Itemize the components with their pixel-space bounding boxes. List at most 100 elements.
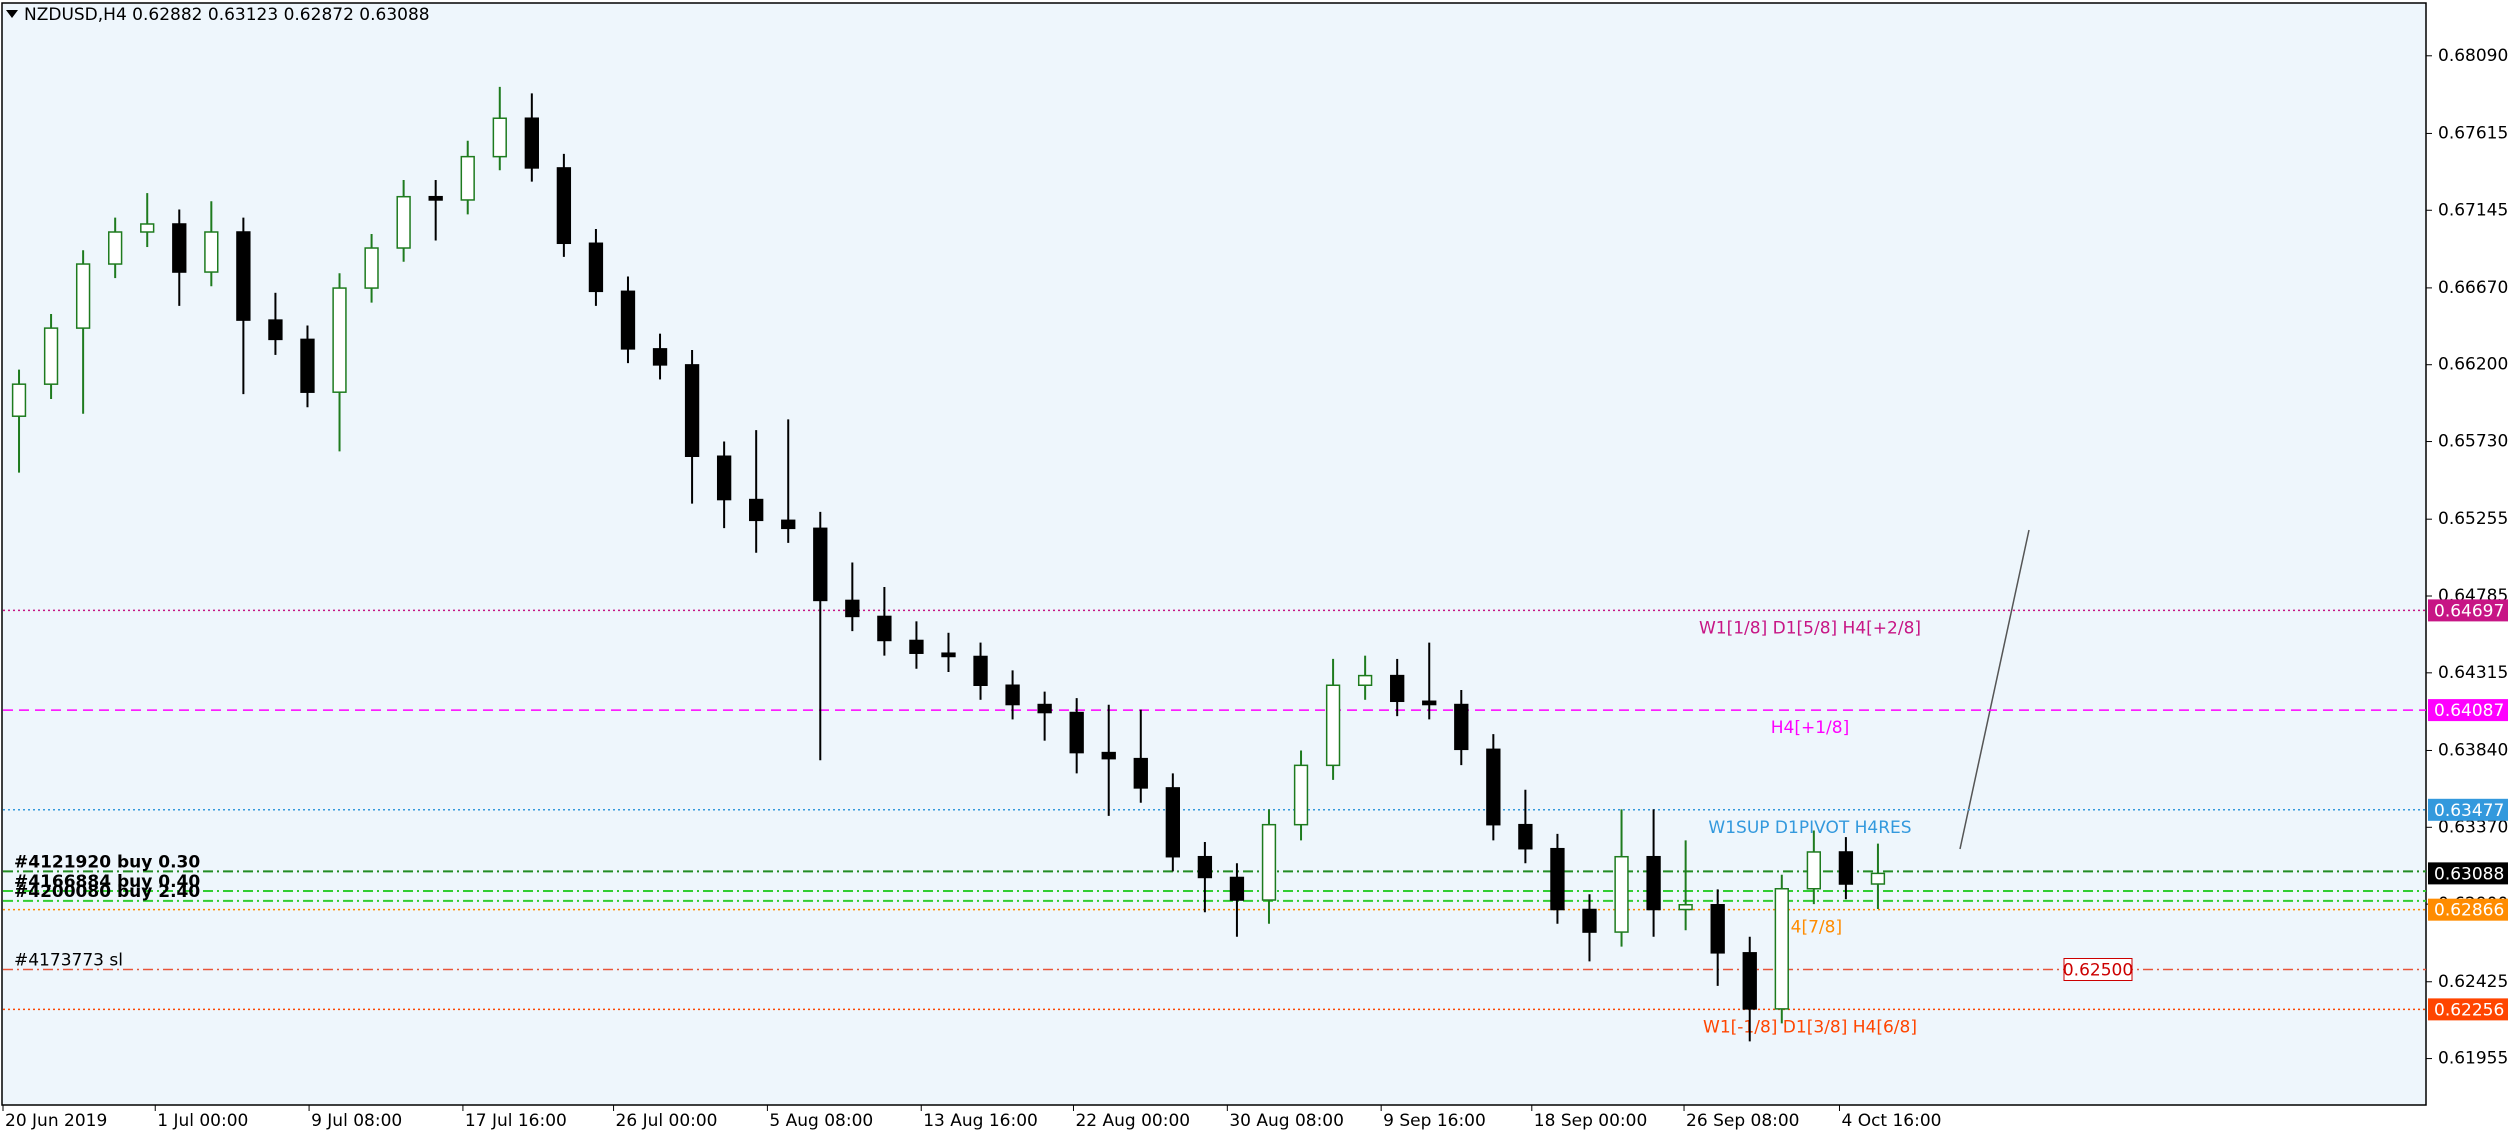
- y-tick-label: 0.66200: [2438, 355, 2508, 375]
- candle-body: [781, 519, 796, 530]
- y-tick-label: 0.63370: [2438, 817, 2508, 837]
- candle-body: [43, 327, 59, 385]
- level-label: W1SUP D1PIVOT H4RES: [1708, 818, 1911, 838]
- x-tick-label: 1 Jul 00:00: [157, 1111, 248, 1131]
- candle-body: [1261, 823, 1277, 901]
- candle-body: [749, 498, 764, 522]
- menu-triangle[interactable]: [6, 10, 18, 18]
- candle-body: [1646, 855, 1661, 911]
- candle-body: [108, 231, 123, 265]
- level-price-tag-bg: [2428, 998, 2508, 1021]
- candle-body: [813, 527, 828, 602]
- level-price-tag: 0.62256: [2434, 1000, 2504, 1020]
- level-price-tag: 0.63477: [2434, 801, 2504, 821]
- y-tick-label: 0.65255: [2438, 509, 2508, 529]
- candle-body: [1678, 904, 1693, 911]
- plot-area: [1, 2, 2427, 1106]
- candle-body: [1390, 674, 1405, 703]
- candle-body: [556, 167, 572, 245]
- candle-body: [364, 247, 379, 289]
- candle-body: [428, 195, 443, 201]
- x-tick-label: 9 Sep 16:00: [1383, 1111, 1486, 1131]
- level-price-tag: 0.62866: [2434, 901, 2504, 921]
- candle-body: [1325, 684, 1341, 767]
- level-label: W1[-1/8] D1[3/8] H4[6/8]: [1703, 1017, 1917, 1037]
- candle-body: [1742, 952, 1757, 1010]
- candle-body: [236, 231, 251, 321]
- trend-line[interactable]: [1959, 529, 2030, 850]
- candle-body: [1486, 748, 1501, 826]
- candle-body: [1838, 851, 1854, 885]
- y-tick-label: 0.64315: [2438, 663, 2508, 683]
- candle-body: [1037, 703, 1052, 714]
- chart-title: NZDUSD,H4 0.62882 0.63123 0.62872 0.6308…: [24, 5, 430, 25]
- y-tick-label: 0.67615: [2438, 123, 2508, 143]
- candle-body: [1197, 855, 1213, 879]
- candle-body: [1422, 700, 1437, 706]
- candle-body: [1518, 823, 1533, 850]
- x-tick-label: 30 Aug 08:00: [1229, 1111, 1344, 1131]
- level-label: H4[+1/8]: [1771, 718, 1849, 738]
- candle-body: [1774, 888, 1789, 1010]
- candle-body: [11, 383, 27, 417]
- x-tick-label: 9 Jul 08:00: [311, 1111, 402, 1131]
- level-price-tag-bg: [2428, 599, 2508, 622]
- candle-body: [1614, 855, 1629, 933]
- candle-body: [1101, 751, 1116, 760]
- level-price-tag-bg: [2428, 798, 2508, 821]
- y-tick-label: 0.61955: [2438, 1049, 2508, 1069]
- level-label: W1[1/8] D1[5/8] H4[+2/8]: [1699, 618, 1921, 638]
- level-price-tag-bg: [2428, 699, 2508, 722]
- x-tick-label: 26 Sep 08:00: [1686, 1111, 1799, 1131]
- candle-body: [1454, 703, 1469, 751]
- candle-body: [492, 117, 507, 158]
- candle-body: [140, 223, 155, 233]
- candle-body: [1550, 847, 1565, 911]
- candle-body: [909, 639, 924, 654]
- candle-body: [1133, 757, 1148, 789]
- x-tick-label: 26 Jul 00:00: [616, 1111, 718, 1131]
- order-label: #4200080 buy 2.40: [14, 882, 200, 902]
- candle-body: [620, 290, 636, 350]
- y-tick-label: 0.67145: [2438, 200, 2508, 220]
- stop-label: #4173773 sl: [14, 950, 123, 970]
- x-tick-label: 18 Sep 00:00: [1534, 1111, 1647, 1131]
- current-price-tag: 0.63088: [2434, 864, 2504, 884]
- candle-body: [973, 655, 988, 687]
- candle-body: [1806, 851, 1822, 890]
- candle-body: [716, 455, 732, 501]
- candle-body: [204, 231, 219, 273]
- order-label: #4121920 buy 0.30: [14, 852, 200, 872]
- level-price-tag-bg: [2428, 898, 2508, 921]
- candle-body: [1229, 876, 1245, 901]
- stop-box: [2063, 957, 2133, 981]
- candle-body: [588, 242, 604, 293]
- y-tick-label: 0.68090: [2438, 46, 2508, 66]
- x-tick-label: 5 Aug 08:00: [769, 1111, 873, 1131]
- candle-body: [268, 319, 283, 341]
- candle-body: [1870, 872, 1886, 885]
- y-tick-label: 0.65730: [2438, 432, 2508, 452]
- x-tick-label: 17 Jul 16:00: [465, 1111, 567, 1131]
- level-price-tag: 0.64697: [2434, 601, 2504, 621]
- x-tick-label: 4 Oct 16:00: [1841, 1111, 1941, 1131]
- candle-body: [1005, 684, 1020, 706]
- candle-body: [941, 652, 956, 658]
- candle-body: [845, 599, 860, 618]
- x-tick-label: 20 Jun 2019: [5, 1111, 107, 1131]
- candle-body: [877, 615, 892, 642]
- level-label: H4[7/8]: [1778, 918, 1842, 938]
- candle-body: [172, 223, 187, 273]
- candle-body: [524, 117, 539, 169]
- order-label: #4166884 buy 0.40: [14, 872, 200, 892]
- candle-body: [1710, 904, 1725, 954]
- candle-body: [1293, 764, 1309, 826]
- candle-body: [75, 263, 91, 329]
- x-tick-label: 22 Aug 00:00: [1075, 1111, 1190, 1131]
- candle-body: [332, 287, 347, 393]
- candle-body: [1165, 787, 1180, 858]
- y-tick-label: 0.62425: [2438, 972, 2508, 992]
- y-tick-label: 0.66670: [2438, 278, 2508, 298]
